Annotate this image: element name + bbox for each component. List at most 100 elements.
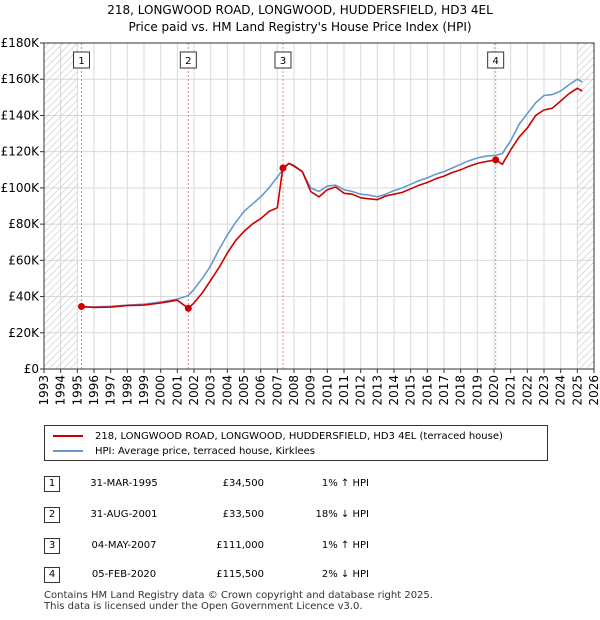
x-tick-label: 2003 — [204, 375, 218, 406]
transaction-row: 2 31-AUG-2001 £33,500 18% ↓ HPI — [44, 507, 384, 525]
legend: 218, LONGWOOD ROAD, LONGWOOD, HUDDERSFIE… — [44, 425, 548, 461]
y-tick-label: £40K — [8, 290, 40, 304]
x-tick-label: 2018 — [454, 375, 468, 406]
marker-label: 1 — [78, 56, 84, 67]
x-tick-label: 2007 — [270, 375, 284, 406]
x-tick-label: 2008 — [287, 375, 301, 406]
footer: Contains HM Land Registry data © Crown c… — [44, 590, 433, 612]
property-price-line — [81, 87, 583, 310]
x-tick-label: 2024 — [554, 375, 568, 406]
y-tick-label: £180K — [1, 36, 41, 50]
legend-label-hpi: HPI: Average price, terraced house, Kirk… — [95, 445, 316, 457]
transaction-point — [492, 156, 500, 164]
x-tick-label: 2009 — [304, 375, 318, 406]
transaction-date: 05-FEB-2020 — [91, 569, 157, 580]
plot-background — [44, 43, 594, 369]
x-tick-label: 2016 — [420, 375, 434, 406]
marker-box — [179, 51, 197, 69]
x-tick-label: 2020 — [487, 375, 501, 406]
transaction-number: 2 — [44, 507, 60, 523]
marker-box — [487, 51, 505, 69]
x-tick-label: 2014 — [387, 375, 401, 406]
x-tick-label: 2019 — [470, 375, 484, 406]
x-tick-label: 2000 — [154, 375, 168, 406]
marker-box — [274, 51, 292, 69]
y-tick-label: £140K — [1, 108, 41, 122]
hpi-line — [81, 78, 583, 308]
x-tick-label: 2010 — [320, 375, 334, 406]
transaction-point — [184, 304, 192, 312]
axes: £0 £20K £40K £60K £80K £100K £120K £140K £160K £1… — [1, 36, 600, 406]
transaction-price: £34,500 — [222, 478, 264, 489]
transaction-price: £33,500 — [222, 509, 264, 520]
transaction-hpi: 2% ↓ HPI — [321, 569, 369, 580]
x-tick-label: 1993 — [37, 375, 51, 406]
transaction-row: 4 05-FEB-2020 £115,500 2% ↓ HPI — [44, 567, 384, 585]
chart-subtitle: Price paid vs. HM Land Registry's House … — [128, 20, 472, 34]
x-tick-label: 2025 — [570, 375, 584, 406]
x-tick-label: 1998 — [120, 375, 134, 406]
transaction-point — [78, 303, 85, 311]
legend-label-property: 218, LONGWOOD ROAD, LONGWOOD, HUDDERSFIE… — [95, 430, 503, 442]
x-tick-label: 2002 — [187, 375, 201, 406]
x-tick-label: 2001 — [170, 375, 184, 406]
transaction-date: 04-MAY-2007 — [91, 540, 157, 551]
x-tick-label: 1994 — [54, 375, 68, 406]
transaction-markers: 1 2 3 4 — [73, 51, 505, 69]
footer-line: This data is licensed under the Open Gov… — [44, 601, 363, 612]
plot-frame — [43, 42, 595, 370]
hatched-region — [577, 43, 594, 369]
x-tick-label: 2023 — [537, 375, 551, 406]
transaction-number: 4 — [44, 567, 60, 583]
x-tick-label: 2012 — [354, 375, 368, 406]
y-tick-label: £20K — [8, 326, 40, 340]
transaction-date: 31-MAR-1995 — [90, 478, 158, 489]
marker-label: 4 — [492, 56, 498, 67]
transaction-hpi: 1% ↑ HPI — [321, 478, 369, 489]
legend-item-property: 218, LONGWOOD ROAD, LONGWOOD, HUDDERSFIE… — [53, 429, 503, 443]
x-tick-label: 2026 — [587, 375, 600, 406]
series-lines — [81, 78, 583, 310]
legend-swatch-hpi — [53, 450, 83, 452]
transaction-price: £111,000 — [216, 540, 264, 551]
transaction-point — [279, 164, 287, 172]
transaction-number: 1 — [44, 476, 60, 492]
transaction-row: 3 04-MAY-2007 £111,000 1% ↑ HPI — [44, 538, 384, 556]
x-tick-label: 2017 — [437, 375, 451, 406]
chart-title-block: 218, LONGWOOD ROAD, LONGWOOD, HUDDERSFIE… — [0, 2, 600, 36]
legend-swatch-property — [53, 435, 83, 437]
x-tick-label: 2005 — [237, 375, 251, 406]
x-tick-label: 2013 — [370, 375, 384, 406]
y-tick-label: £160K — [1, 72, 41, 86]
y-tick-label: £100K — [1, 181, 41, 195]
y-tick-label: £120K — [1, 145, 41, 159]
x-tick-label: 2004 — [220, 375, 234, 406]
transaction-price: £115,500 — [216, 569, 264, 580]
marker-box — [73, 51, 90, 69]
transaction-row: 1 31-MAR-1995 £34,500 1% ↑ HPI — [44, 476, 384, 494]
transaction-hpi: 18% ↓ HPI — [315, 509, 369, 520]
chart-title: 218, LONGWOOD ROAD, LONGWOOD, HUDDERSFIE… — [107, 3, 493, 17]
transaction-number: 3 — [44, 538, 60, 554]
transaction-date: 31-AUG-2001 — [90, 509, 158, 520]
marker-label: 3 — [280, 56, 286, 67]
legend-item-hpi: HPI: Average price, terraced house, Kirk… — [53, 444, 315, 458]
y-tick-label: £60K — [8, 253, 40, 267]
x-tick-label: 2011 — [337, 375, 351, 406]
plot-area — [44, 43, 594, 369]
x-tick-label: 1995 — [70, 375, 84, 406]
x-tick-label: 1999 — [137, 375, 151, 406]
price-chart: £0 £20K £40K £60K £80K £100K £120K £140K £160K £1… — [1, 36, 600, 406]
hatched-region — [44, 43, 78, 369]
footer-line: Contains HM Land Registry data © Crown c… — [44, 590, 433, 601]
hatched-regions — [44, 43, 594, 369]
x-tick-label: 2022 — [520, 375, 534, 406]
x-tick-label: 1996 — [87, 375, 101, 406]
transaction-hpi: 1% ↑ HPI — [321, 540, 369, 551]
x-tick-label: 2015 — [404, 375, 418, 406]
y-tick-label: £80K — [8, 217, 40, 231]
x-tick-label: 2021 — [504, 375, 518, 406]
x-tick-label: 1997 — [104, 375, 118, 406]
marker-label: 2 — [185, 56, 191, 67]
x-tick-label: 2006 — [254, 375, 268, 406]
